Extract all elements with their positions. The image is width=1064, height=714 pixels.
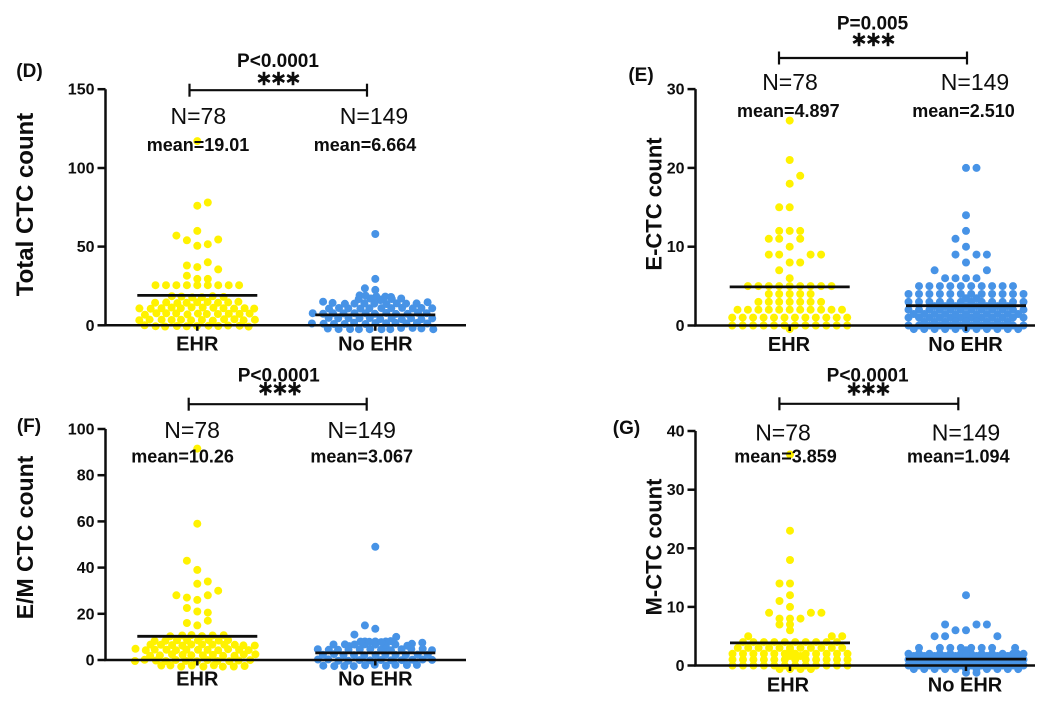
svg-text:N=78: N=78: [755, 420, 811, 446]
svg-text:80: 80: [77, 468, 95, 485]
svg-text:40: 40: [77, 560, 95, 577]
svg-text:mean=10.26: mean=10.26: [131, 447, 234, 467]
svg-text:N=78: N=78: [164, 417, 220, 443]
svg-text:100: 100: [68, 161, 95, 178]
svg-text:(G): (G): [613, 418, 640, 439]
svg-text:No EHR: No EHR: [928, 334, 1003, 356]
svg-text:mean=19.01: mean=19.01: [147, 135, 250, 155]
svg-text:mean=6.664: mean=6.664: [314, 135, 417, 155]
svg-text:20: 20: [667, 541, 685, 558]
svg-text:E/M CTC count: E/M CTC count: [12, 455, 38, 619]
svg-text:P<0.0001: P<0.0001: [238, 366, 320, 387]
svg-text:100: 100: [68, 422, 95, 439]
svg-text:N=78: N=78: [762, 69, 818, 95]
svg-text:P<0.0001: P<0.0001: [827, 366, 909, 387]
svg-text:mean=3.859: mean=3.859: [734, 447, 837, 467]
svg-text:P<0.0001: P<0.0001: [237, 51, 319, 72]
svg-text:0: 0: [676, 658, 685, 675]
svg-text:EHR: EHR: [767, 675, 810, 697]
svg-text:10: 10: [667, 599, 685, 616]
svg-text:No EHR: No EHR: [338, 669, 413, 691]
svg-text:50: 50: [77, 239, 95, 256]
svg-text:0: 0: [676, 318, 685, 335]
svg-text:20: 20: [667, 160, 685, 177]
svg-text:20: 20: [77, 606, 95, 623]
svg-text:(E): (E): [628, 65, 653, 86]
svg-text:N=149: N=149: [327, 417, 395, 443]
svg-text:No EHR: No EHR: [338, 334, 413, 356]
svg-text:E-CTC count: E-CTC count: [642, 137, 667, 271]
svg-text:0: 0: [86, 318, 95, 335]
svg-text:N=149: N=149: [340, 103, 408, 129]
svg-text:150: 150: [68, 82, 95, 99]
svg-text:mean=4.897: mean=4.897: [737, 101, 840, 121]
svg-text:(D): (D): [16, 61, 42, 82]
svg-text:EHR: EHR: [768, 334, 811, 356]
svg-text:mean=3.067: mean=3.067: [310, 447, 413, 467]
svg-text:N=78: N=78: [170, 103, 226, 129]
svg-text:(F): (F): [17, 416, 41, 437]
svg-text:EHR: EHR: [176, 334, 219, 356]
svg-text:No EHR: No EHR: [928, 675, 1003, 697]
svg-text:30: 30: [667, 82, 685, 99]
svg-text:mean=1.094: mean=1.094: [907, 447, 1010, 467]
svg-text:M-CTC count: M-CTC count: [642, 478, 667, 616]
svg-text:10: 10: [667, 239, 685, 256]
svg-text:Total CTC count: Total CTC count: [12, 113, 39, 297]
svg-text:0: 0: [86, 653, 95, 670]
svg-text:N=149: N=149: [932, 420, 1000, 446]
svg-text:60: 60: [77, 514, 95, 531]
svg-text:40: 40: [667, 424, 685, 441]
svg-text:30: 30: [667, 482, 685, 499]
svg-text:mean=2.510: mean=2.510: [912, 101, 1015, 121]
svg-text:EHR: EHR: [176, 669, 219, 691]
svg-text:N=149: N=149: [941, 69, 1009, 95]
svg-text:P=0.005: P=0.005: [837, 14, 909, 35]
